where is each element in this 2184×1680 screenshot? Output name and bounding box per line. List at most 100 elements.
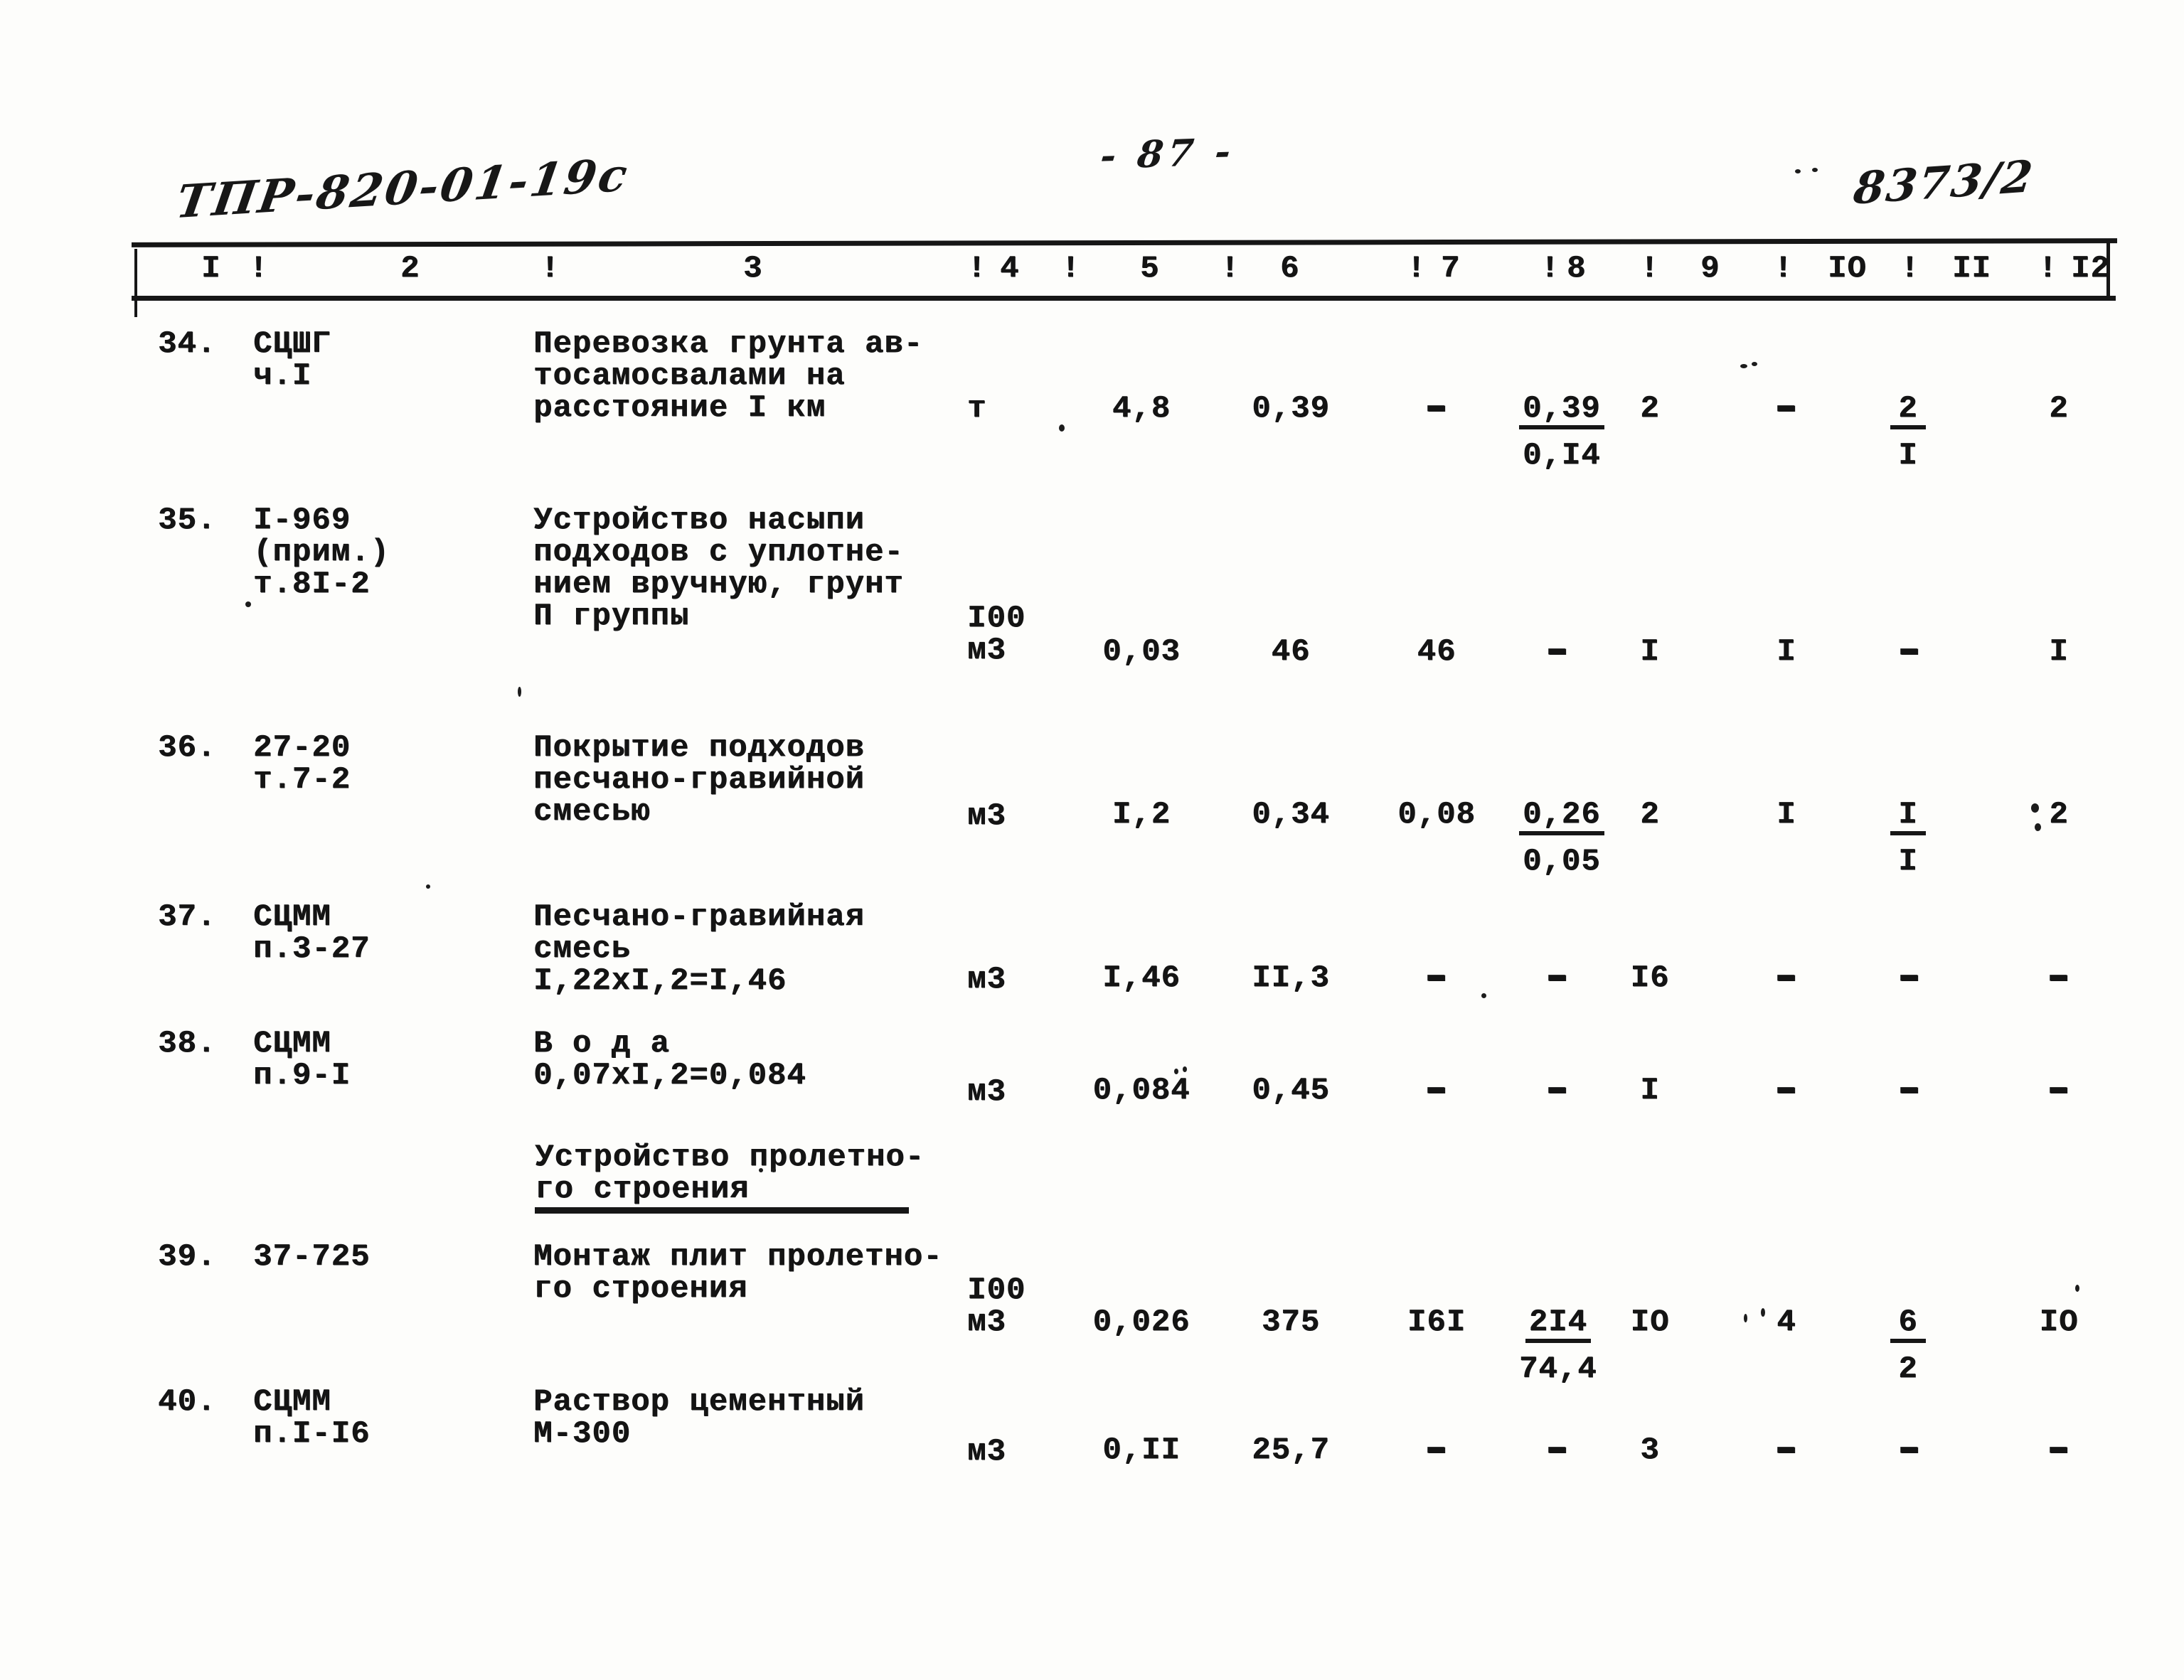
header-separator: ! — [1774, 251, 1794, 287]
row-code-line: СЦММ — [253, 1026, 331, 1061]
cell-value-c7: - — [1418, 1065, 1454, 1116]
cell-value-c6: 375 — [1261, 1305, 1321, 1340]
row-desc-line: смесь — [533, 931, 632, 967]
fraction-denominator: I — [1898, 438, 1918, 473]
fraction-numerator: 2I4 — [1525, 1307, 1591, 1343]
row-unit-line: м3 — [967, 1305, 1006, 1340]
cell-value-c11: - — [1891, 1425, 1927, 1476]
scan-speck — [2031, 803, 2039, 813]
cell-value-c10: 4 — [1777, 1305, 1796, 1340]
row-number: 38. — [158, 1026, 217, 1061]
header-separator: ! — [249, 251, 269, 287]
table-top-rule — [131, 238, 2118, 247]
cell-value-c6: 0,45 — [1252, 1073, 1330, 1108]
header-col-9: 9 — [1700, 251, 1720, 287]
cell-value-c8: - — [1539, 626, 1575, 678]
row-desc-line: смесью — [533, 794, 651, 830]
row-desc-line: Раствор цементный — [533, 1384, 865, 1420]
cell-value-c11: - — [1891, 953, 1927, 1004]
row-desc-line: В о д а — [533, 1026, 670, 1061]
row-code-line: ч.I — [253, 358, 312, 394]
cell-value-c6: 46 — [1271, 634, 1311, 670]
header-separator: ! — [2038, 251, 2058, 287]
row-unit-line: т — [967, 391, 987, 427]
row-code-line: т.8I-2 — [253, 567, 371, 602]
row-code-line: СЦММ — [253, 899, 331, 935]
header-col-7: 7 — [1441, 251, 1461, 287]
cell-value-c10: - — [1768, 383, 1804, 434]
row-desc-line: подходов с уплотне- — [533, 535, 904, 570]
cell-value-c10: - — [1768, 953, 1804, 1004]
row-desc-line: го строения — [533, 1271, 748, 1307]
empty-value-dash: - — [1538, 949, 1577, 1007]
cell-value-c12: - — [2040, 1425, 2076, 1476]
scan-speck — [1812, 168, 1818, 172]
table-right-border — [2106, 243, 2110, 300]
cell-value-c9: IO — [1630, 1305, 1670, 1340]
cell-value-c5: 0,026 — [1092, 1305, 1190, 1340]
row-number: 34. — [158, 326, 217, 362]
row-desc-line: Покрытие подходов — [533, 730, 865, 766]
scan-speck — [426, 884, 430, 889]
cell-value-c9: I — [1640, 634, 1660, 670]
header-separator: ! — [1900, 251, 1920, 287]
row-unit-line: м3 — [967, 1434, 1006, 1470]
empty-value-dash: - — [1890, 949, 1929, 1007]
cell-value-c11: - — [1891, 1065, 1927, 1116]
fraction-numerator: 0,26 — [1519, 799, 1604, 835]
scan-speck — [1183, 1066, 1187, 1072]
empty-value-dash: - — [1538, 1421, 1577, 1479]
section-heading-line: Устройство пролетно- — [535, 1140, 925, 1175]
cell-value-c5: 4,8 — [1112, 391, 1171, 427]
cell-value-c7: - — [1418, 383, 1454, 434]
cell-value-c9: I — [1640, 1073, 1660, 1108]
row-number: 40. — [158, 1384, 217, 1420]
empty-value-dash: - — [2040, 1421, 2078, 1479]
cell-value-c9: 2 — [1640, 797, 1660, 833]
scan-speck — [245, 601, 251, 607]
row-desc-line: расстояние I км — [533, 390, 826, 426]
row-code-line: I-969 — [253, 503, 351, 538]
handwritten-doc-number: ТПР-820-01-19с — [172, 148, 633, 230]
cell-value-c7: I6I — [1407, 1305, 1466, 1340]
cell-value-c6: 0,39 — [1252, 391, 1330, 427]
cell-value-c7: - — [1418, 953, 1454, 1004]
scan-speck — [1481, 993, 1486, 998]
row-code-line: (прим.) — [253, 535, 390, 570]
row-desc-line: 0,07хI,2=0,084 — [533, 1058, 806, 1093]
row-desc-line: нием вручную, грунт — [533, 567, 904, 602]
header-separator: ! — [1407, 251, 1427, 287]
scan-speck — [1795, 169, 1801, 173]
cell-value-c12: - — [2040, 953, 2076, 1004]
scan-speck — [2035, 823, 2041, 831]
scan-speck — [1752, 362, 1757, 366]
cell-value-c12: 2 — [2049, 797, 2069, 833]
cell-value-c7: - — [1418, 1425, 1454, 1476]
row-desc-line: Монтаж плит пролетно- — [533, 1239, 943, 1275]
header-col-8: 8 — [1567, 251, 1587, 287]
empty-value-dash: - — [1417, 1421, 1456, 1479]
empty-value-dash: - — [1767, 1061, 1806, 1119]
scan-speck — [1761, 1308, 1765, 1317]
cell-fraction-c8: 0,39 0,I4 — [1519, 393, 1604, 472]
fraction-numerator: 6 — [1890, 1307, 1926, 1343]
cell-value-c6: 0,34 — [1252, 797, 1330, 833]
cell-value-c8: - — [1539, 953, 1575, 1004]
row-number: 39. — [158, 1239, 217, 1275]
empty-value-dash: - — [2040, 1061, 2078, 1119]
fraction-denominator: 74,4 — [1519, 1352, 1597, 1387]
cell-value-c12: 2 — [2049, 391, 2069, 427]
row-code-line: 27-20 — [253, 730, 351, 766]
row-desc-line: М-300 — [533, 1416, 632, 1452]
row-code-line: п.9-I — [253, 1058, 351, 1093]
row-number: 37. — [158, 899, 217, 935]
row-code-line: 37-725 — [253, 1239, 371, 1275]
cell-value-c12: - — [2040, 1065, 2076, 1116]
section-heading-line-underlined: го строения — [535, 1174, 910, 1214]
cell-value-c9: 3 — [1640, 1433, 1660, 1468]
handwritten-page-number: - 87 - — [1098, 129, 1237, 178]
row-unit-line: I00 — [967, 1273, 1026, 1308]
row-desc-line: Устройство насыпи — [533, 503, 865, 538]
